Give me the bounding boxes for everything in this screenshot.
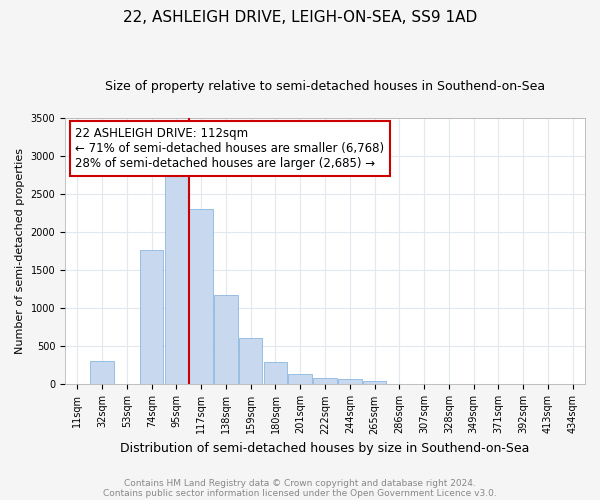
Bar	[313, 378, 337, 384]
X-axis label: Distribution of semi-detached houses by size in Southend-on-Sea: Distribution of semi-detached houses by …	[121, 442, 530, 455]
Text: 22, ASHLEIGH DRIVE, LEIGH-ON-SEA, SS9 1AD: 22, ASHLEIGH DRIVE, LEIGH-ON-SEA, SS9 1A…	[123, 10, 477, 25]
Bar	[91, 361, 114, 384]
Text: Contains public sector information licensed under the Open Government Licence v3: Contains public sector information licen…	[103, 488, 497, 498]
Bar	[338, 378, 362, 384]
Title: Size of property relative to semi-detached houses in Southend-on-Sea: Size of property relative to semi-detach…	[105, 80, 545, 93]
Bar	[164, 160, 188, 384]
Bar	[239, 338, 262, 384]
Text: 22 ASHLEIGH DRIVE: 112sqm
← 71% of semi-detached houses are smaller (6,768)
28% : 22 ASHLEIGH DRIVE: 112sqm ← 71% of semi-…	[76, 127, 385, 170]
Bar	[289, 374, 312, 384]
Bar	[363, 380, 386, 384]
Bar	[214, 296, 238, 384]
Text: Contains HM Land Registry data © Crown copyright and database right 2024.: Contains HM Land Registry data © Crown c…	[124, 478, 476, 488]
Bar	[264, 362, 287, 384]
Y-axis label: Number of semi-detached properties: Number of semi-detached properties	[15, 148, 25, 354]
Bar	[190, 209, 213, 384]
Bar	[140, 250, 163, 384]
